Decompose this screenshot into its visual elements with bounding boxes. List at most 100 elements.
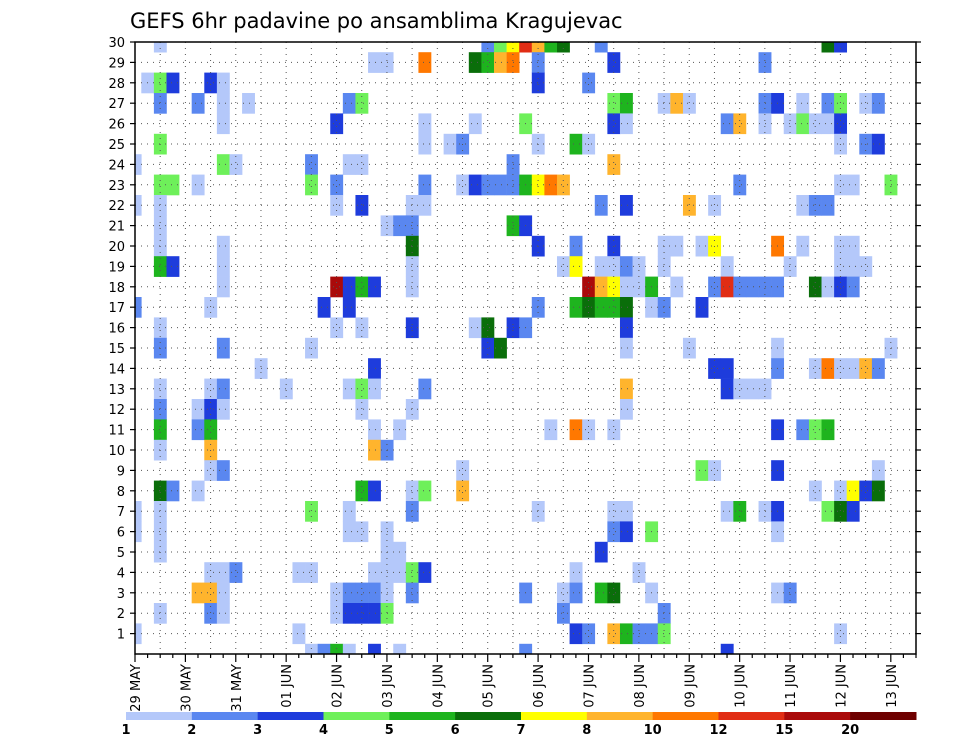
heatmap-cell — [494, 174, 507, 196]
heatmap-cell — [556, 256, 570, 277]
heatmap-cell — [569, 582, 583, 604]
heatmap-cell — [355, 582, 369, 604]
heatmap-cell — [720, 378, 734, 400]
heatmap-cell — [468, 317, 482, 339]
heatmap-cell — [695, 235, 709, 257]
heatmap-cell — [619, 256, 633, 277]
heatmap-cell — [720, 501, 734, 522]
heatmap-cell — [330, 643, 344, 655]
heatmap-cell — [418, 52, 432, 73]
heatmap-cell — [783, 256, 797, 277]
heatmap-cell — [708, 358, 722, 379]
y-tick-label: 26 — [108, 118, 125, 133]
x-tick-label: 12 JUN — [834, 664, 849, 708]
heatmap-cell — [405, 399, 419, 420]
heatmap-cell — [342, 582, 356, 604]
heatmap-cell — [355, 195, 369, 216]
y-tick-label: 19 — [108, 260, 125, 275]
heatmap-cell — [607, 154, 621, 175]
heatmap-cell — [204, 562, 218, 583]
x-tick-label: 30 MAY — [179, 664, 194, 712]
y-tick-label: 6 — [117, 526, 125, 541]
heatmap-cell — [682, 93, 696, 114]
heatmap-cell — [607, 52, 621, 73]
colorbar-swatch — [389, 712, 456, 720]
colorbar-swatch — [191, 712, 259, 720]
heatmap-cell — [153, 42, 167, 53]
heatmap-cell — [330, 276, 344, 298]
heatmap-cell — [657, 623, 671, 645]
heatmap-cell — [481, 317, 495, 339]
heatmap-cell — [619, 317, 633, 339]
heatmap-cell — [317, 297, 331, 318]
colorbar-label: 1 — [121, 723, 130, 738]
heatmap-cell — [619, 337, 633, 359]
y-tick-label: 1 — [117, 628, 125, 643]
heatmap-cell — [216, 154, 230, 175]
heatmap-cell — [305, 174, 318, 196]
heatmap-cell — [808, 195, 822, 216]
colorbar-label: 6 — [451, 723, 460, 738]
x-tick-label: 02 JUN — [331, 664, 346, 708]
heatmap-cell — [305, 154, 318, 175]
heatmap-cell — [594, 297, 608, 318]
colorbar-swatch — [652, 712, 719, 720]
heatmap-cell — [569, 235, 583, 257]
heatmap-cell — [153, 501, 167, 522]
heatmap-cell — [796, 93, 810, 114]
heatmap-cell — [531, 42, 545, 53]
colorbar-swatch — [257, 712, 324, 720]
heatmap-cell — [821, 42, 835, 53]
heatmap-cell — [216, 562, 230, 583]
y-tick-label: 14 — [108, 362, 125, 377]
heatmap-cell — [594, 276, 608, 298]
heatmap-cell — [670, 235, 684, 257]
colorbar-label: 12 — [709, 723, 727, 738]
x-tick-label: 31 MAY — [230, 664, 245, 712]
heatmap-cell — [355, 399, 369, 420]
heatmap-cell — [355, 480, 369, 502]
heatmap-cell — [368, 480, 381, 502]
y-tick-label: 3 — [117, 587, 125, 602]
colorbar-label: 2 — [187, 723, 196, 738]
heatmap-cell — [153, 378, 167, 400]
colorbar-label: 5 — [385, 723, 394, 738]
heatmap-cell — [153, 480, 167, 502]
colorbar-label: 10 — [644, 723, 662, 738]
colorbar-label: 7 — [516, 723, 525, 738]
heatmap-cell — [153, 215, 167, 237]
y-tick-label: 12 — [108, 403, 125, 418]
heatmap-cell — [368, 439, 381, 461]
heatmap-cell — [342, 643, 356, 655]
heatmap-cell — [619, 297, 633, 318]
heatmap-cell — [494, 52, 507, 73]
heatmap-cell — [758, 113, 772, 135]
heatmap-cell — [834, 93, 848, 114]
heatmap-cell — [191, 93, 205, 114]
y-tick-label: 24 — [108, 158, 125, 173]
heatmap-cell — [670, 276, 684, 298]
heatmap-cell — [619, 521, 633, 543]
heatmap-cell — [216, 276, 230, 298]
heatmap-cell — [808, 113, 822, 135]
heatmap-cell — [556, 42, 570, 53]
y-tick-label: 18 — [108, 281, 125, 296]
heatmap-cell — [153, 256, 167, 277]
heatmap-cell — [216, 113, 230, 135]
heatmap-cell — [305, 562, 318, 583]
heatmap-cell — [330, 195, 344, 216]
heatmap-cell — [330, 174, 344, 196]
heatmap-cell — [468, 113, 482, 135]
heatmap-cell — [216, 256, 230, 277]
heatmap-cell — [846, 174, 860, 196]
heatmap-cell — [204, 603, 218, 624]
heatmap-cell — [418, 195, 432, 216]
heatmap-cell — [783, 582, 797, 604]
heatmap-cell — [216, 378, 230, 400]
heatmap-cell — [355, 378, 369, 400]
colorbar-label: 8 — [582, 723, 591, 738]
heatmap-cell — [279, 378, 293, 400]
heatmap-cell — [135, 521, 142, 543]
heatmap-cell — [619, 93, 633, 114]
